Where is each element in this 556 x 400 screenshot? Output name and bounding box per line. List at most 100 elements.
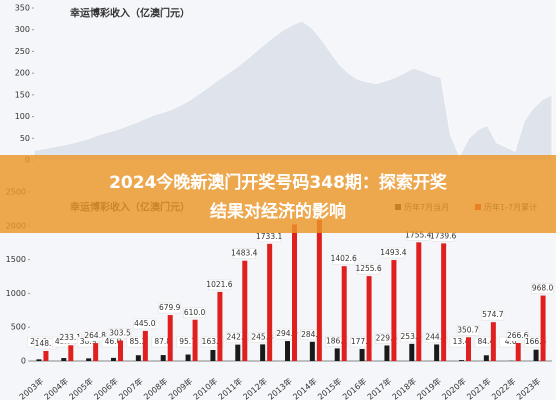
value-label-box (208, 279, 231, 291)
y-tick-label: 150 (15, 90, 30, 99)
bar (515, 342, 521, 361)
y-tick-label: 1000 (6, 289, 26, 298)
value-label: 1483.4 (231, 249, 257, 258)
bar (441, 243, 447, 361)
value-label-box (158, 302, 181, 314)
value-label-box (424, 332, 448, 343)
bar (210, 349, 216, 361)
bar (391, 260, 397, 361)
value-label-box (524, 336, 547, 348)
value-label: 1021.6 (206, 280, 232, 289)
value-label: 84.4 (478, 337, 495, 346)
value-label: 163.1 (202, 337, 224, 346)
value-label-box (275, 328, 299, 340)
value-label: 294.9 (276, 329, 298, 338)
bar (409, 343, 415, 361)
bar (316, 219, 322, 361)
bar (366, 276, 372, 361)
value-label-box (201, 336, 224, 348)
value-label: 95.7 (179, 337, 196, 346)
value-label-box (325, 336, 348, 347)
y-tick-label: 200 (15, 69, 30, 78)
value-label: 350.7 (457, 325, 479, 334)
y-tick-label: 50 (20, 134, 30, 143)
value-label-box (151, 336, 174, 348)
chart-title: 幸运博彩收入（亿澳门元） (70, 7, 190, 20)
value-label: 445.0 (134, 319, 156, 328)
bar (483, 355, 489, 361)
bar (359, 348, 365, 361)
bar (111, 357, 116, 361)
value-label-box (449, 336, 473, 348)
value-label: 186.2 (326, 336, 348, 345)
value-label: 1755.4 (405, 230, 431, 239)
banner-line: 结果对经济的影响 (210, 201, 346, 222)
value-label: 1255.6 (355, 264, 381, 273)
bar (309, 341, 315, 361)
value-label: 284.2 (301, 330, 323, 339)
value-label-box (357, 263, 380, 275)
value-label: 264.8 (84, 331, 106, 340)
y-tick-label: 1500 (6, 255, 26, 264)
value-label: 1493.4 (380, 248, 406, 257)
bar (341, 266, 347, 361)
value-label-box (506, 330, 529, 342)
value-label: 303.5 (109, 328, 131, 337)
value-label: 38.9 (80, 337, 97, 346)
bar (235, 344, 241, 361)
value-label: 242.1 (227, 333, 249, 342)
bar (242, 260, 248, 361)
bar (334, 348, 340, 361)
bar (285, 341, 290, 361)
bar (260, 344, 266, 361)
value-label: 574.7 (482, 310, 504, 319)
bar (118, 340, 123, 361)
value-label: 233.1 (60, 333, 82, 342)
value-label: 1739.6 (430, 231, 456, 240)
bar (384, 345, 390, 361)
value-label-box (233, 248, 256, 259)
y-tick-label: 500 (11, 323, 26, 332)
value-label-box (375, 333, 398, 344)
bar (533, 349, 539, 361)
value-label: 266.6 (507, 331, 529, 340)
banner-band (0, 155, 556, 233)
value-label-box (474, 336, 498, 348)
bar (466, 337, 471, 361)
value-label: 229.6 (376, 333, 398, 342)
value-label: 610.0 (184, 308, 206, 317)
bar (267, 243, 273, 361)
bar (93, 343, 99, 361)
value-label-box (400, 331, 423, 343)
bar (490, 322, 496, 361)
bar (217, 291, 223, 361)
value-label: 46.0 (105, 337, 122, 346)
value-label: 13.4 (453, 337, 470, 346)
value-label-box (176, 336, 199, 348)
value-label: 244.5 (425, 332, 447, 341)
value-label-box (350, 336, 373, 348)
banner-line: 2024今晚新澳门开奖号码348期：探索开奖 (109, 172, 448, 193)
value-label-box (382, 247, 405, 259)
y-tick-label: 300 (15, 25, 30, 34)
bar (142, 330, 148, 361)
value-label-box (456, 325, 480, 336)
value-label: 253.3 (401, 332, 423, 341)
bar (167, 315, 173, 361)
bar (86, 358, 92, 361)
bar (540, 295, 546, 361)
value-label-box (481, 309, 505, 321)
value-label-box (531, 283, 554, 294)
bar (459, 360, 464, 361)
value-label-box (183, 307, 206, 319)
bar (135, 355, 141, 361)
value-label-box (133, 318, 157, 330)
bar (434, 344, 440, 361)
area (33, 20, 553, 161)
y-tick-label: 250 (15, 47, 30, 56)
bar (416, 242, 422, 361)
bar (160, 355, 166, 361)
value-label-box (300, 329, 324, 341)
value-label: 166.6 (525, 337, 547, 346)
